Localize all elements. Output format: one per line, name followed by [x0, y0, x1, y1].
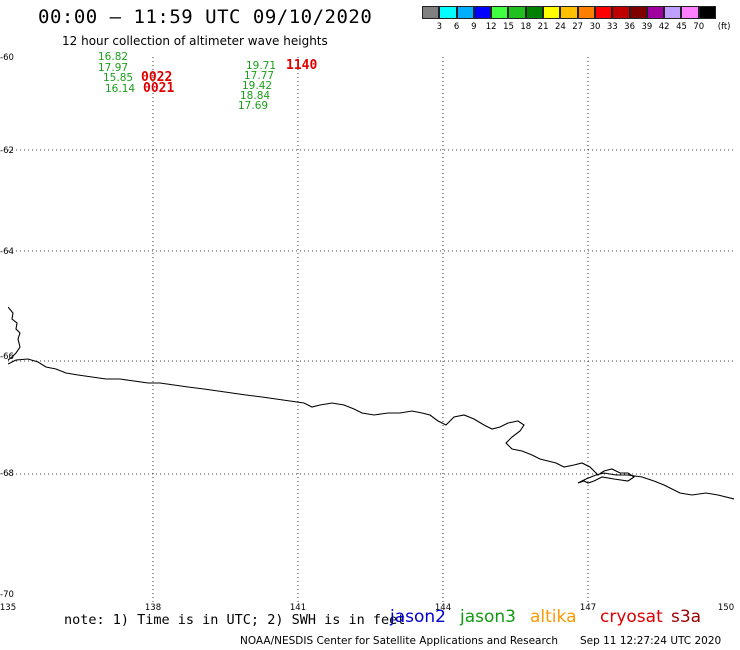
colorbar-label: 45 [676, 22, 687, 32]
graticule [8, 57, 734, 602]
pass-time-label: 0022 [141, 70, 173, 85]
swh-reading: 16.82 [98, 51, 129, 63]
colorbar-swatch [491, 6, 509, 19]
swh-reading: 19.42 [242, 80, 273, 92]
colorbar-label: 18 [520, 22, 532, 32]
colorbar-labels: 3 6 9 12 15 18 21 24 27 30 33 36 39 42 45 70 (ft) [422, 22, 740, 34]
colorbar-label: 6 [453, 22, 460, 32]
swh-reading: 15.85 [103, 72, 134, 84]
colorbar-swatch [577, 6, 595, 19]
colorbar-label: 70 [693, 22, 705, 32]
colorbar-swatch [681, 6, 699, 19]
longitude-label: 141 [289, 603, 307, 613]
legend-altika: altika [530, 607, 577, 627]
legend-jason3: jason3 [460, 607, 516, 627]
longitude-label: 138 [144, 603, 162, 613]
colorbar-label: 33 [606, 22, 618, 32]
colorbar-swatch [473, 6, 492, 19]
legend-jason2: jason2 [390, 607, 446, 627]
colorbar-label: (ft) [717, 22, 731, 32]
latitude-label: -60 [0, 53, 14, 63]
legend-s3a: s3a [671, 607, 702, 627]
colorbar-label: 39 [641, 22, 653, 32]
colorbar-swatch [508, 6, 526, 19]
longitude-label: 150 [717, 603, 735, 613]
latitude-label: -64 [0, 247, 14, 257]
colorbar-swatch [543, 6, 561, 19]
colorbar-swatch [560, 6, 578, 19]
colorbar-label: 30 [589, 22, 601, 32]
colorbar-swatch [646, 6, 665, 19]
pass-time-label: 0021 [143, 81, 175, 96]
swh-reading: 16.14 [105, 83, 136, 95]
antarctic-coastline [8, 306, 734, 500]
map-subtitle: 12 hour collection of altimeter wave hei… [62, 34, 328, 48]
swh-reading: 17.77 [244, 70, 275, 82]
longitude-label: 144 [434, 603, 452, 613]
colorbar-swatch [698, 6, 717, 19]
colorbar-swatch [612, 6, 630, 19]
pass-time-label: 1140 [286, 58, 318, 73]
latitude-label: -68 [0, 469, 14, 479]
colorbar-swatch [629, 6, 647, 19]
colorbar-label: 15 [503, 22, 514, 32]
colorbar-label: 9 [471, 22, 477, 32]
colorbar-label: 3 [436, 22, 443, 32]
colorbar-swatch [525, 6, 544, 19]
colorbar-label: 24 [554, 22, 566, 32]
colorbar-swatch [664, 6, 682, 19]
swh-reading: 19.71 [246, 60, 277, 72]
colorbar-label: 12 [485, 22, 497, 32]
swh-reading: 17.97 [98, 62, 129, 74]
longitude-label: 135 [0, 603, 17, 613]
latitude-label: -66 [0, 352, 14, 362]
swh-reading: 17.69 [238, 100, 269, 112]
longitude-label: 147 [579, 603, 597, 613]
swh-reading: 18.84 [240, 90, 271, 102]
generated-timestamp: Sep 11 12:27:24 UTC 2020 [580, 635, 722, 647]
colorbar-label: 21 [537, 22, 549, 32]
colorbar-label: 42 [658, 22, 670, 32]
footer-note: note: 1) Time is in UTC; 2) SWH is in fe… [64, 612, 406, 628]
wave-height-colorbar [422, 6, 717, 19]
colorbar-swatch [439, 6, 457, 19]
map-title: 00:00 – 11:59 UTC 09/10/2020 [38, 6, 373, 28]
legend-cryosat: cryosat [600, 607, 663, 627]
latitude-label: -70 [0, 590, 14, 600]
colorbar-label: 36 [624, 22, 636, 32]
altimeter-map [8, 57, 734, 602]
colorbar-swatch [422, 6, 440, 19]
colorbar-label: 27 [572, 22, 584, 32]
colorbar-swatch [456, 6, 474, 19]
colorbar-swatch [594, 6, 613, 19]
credit-text: NOAA/NESDIS Center for Satellite Applica… [240, 635, 558, 647]
latitude-label: -62 [0, 146, 14, 156]
